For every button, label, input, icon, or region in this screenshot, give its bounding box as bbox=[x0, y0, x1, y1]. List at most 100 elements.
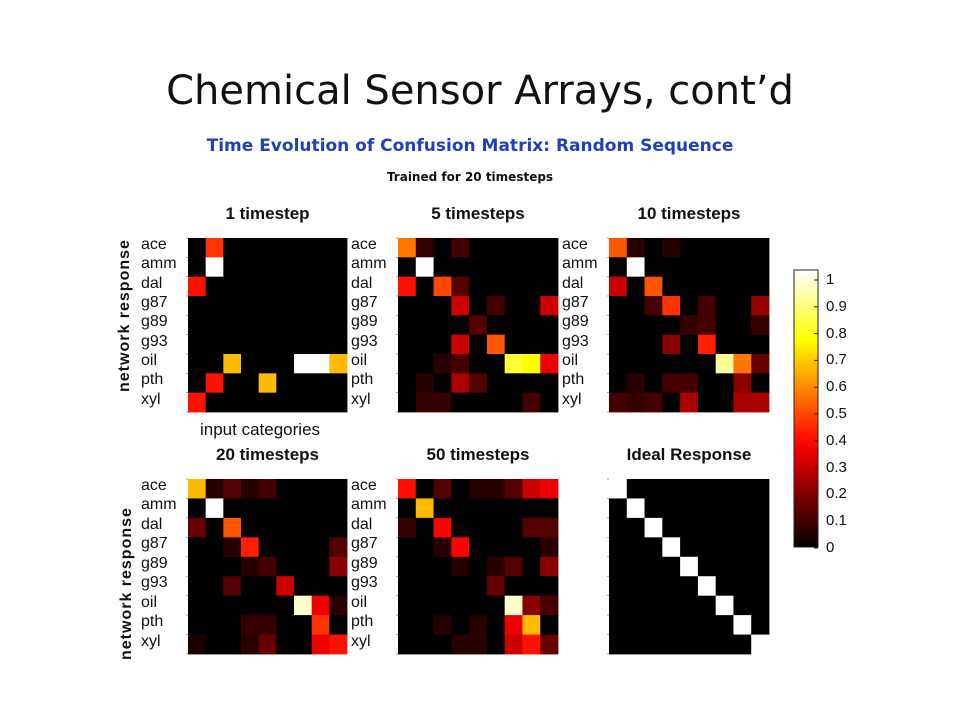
heatmap-cell bbox=[751, 556, 770, 577]
heatmap-cell bbox=[609, 334, 628, 355]
heatmap-cell bbox=[697, 479, 717, 499]
heatmap-cell bbox=[223, 392, 242, 413]
heatmap-cell bbox=[223, 595, 242, 616]
heatmap-cell bbox=[609, 556, 628, 577]
heatmap-cell bbox=[329, 634, 348, 655]
heatmap-cell bbox=[697, 595, 717, 616]
heatmap-cell bbox=[486, 556, 506, 577]
heatmap-cell bbox=[294, 257, 313, 278]
heatmap-cell bbox=[751, 334, 770, 355]
heatmap-cell bbox=[609, 373, 628, 394]
heatmap-cell bbox=[241, 479, 260, 499]
heatmap-cell bbox=[680, 334, 699, 355]
heatmap-cell bbox=[311, 537, 330, 558]
heatmap-cell bbox=[258, 595, 277, 616]
heatmap-cell bbox=[715, 537, 734, 558]
heatmap-cell bbox=[398, 392, 417, 413]
heatmap-cell bbox=[680, 479, 699, 499]
heatmap-cell bbox=[188, 373, 207, 394]
heatmap-cell bbox=[258, 615, 277, 635]
heatmap-cell bbox=[715, 615, 734, 635]
heatmap-cell bbox=[205, 354, 224, 374]
heatmap-cell bbox=[223, 537, 242, 558]
heatmap-cell bbox=[398, 315, 417, 336]
heatmap-cell bbox=[751, 595, 770, 616]
heatmap-cell bbox=[223, 354, 242, 374]
heatmap-cell bbox=[433, 576, 452, 597]
row-label: g93 bbox=[141, 574, 168, 592]
heatmap-cell bbox=[733, 537, 752, 558]
heatmap-cell bbox=[188, 354, 207, 374]
heatmap-1 bbox=[396, 237, 559, 413]
heatmap-cell bbox=[433, 498, 452, 519]
heatmap-cell bbox=[751, 238, 770, 258]
heatmap-cell bbox=[626, 576, 645, 597]
heatmap-cell bbox=[294, 615, 313, 635]
heatmap-cell bbox=[258, 479, 277, 499]
heatmap-cell bbox=[522, 498, 541, 519]
heatmap-cell bbox=[311, 334, 330, 355]
heatmap-cell bbox=[241, 556, 260, 577]
heatmap-cell bbox=[276, 479, 295, 499]
heatmap-cell bbox=[433, 517, 452, 538]
heatmap-cell bbox=[697, 634, 717, 655]
row-label: dal bbox=[141, 274, 163, 292]
heatmap-cell bbox=[540, 276, 559, 297]
heatmap-cell bbox=[697, 334, 717, 355]
heatmap-cell bbox=[276, 373, 295, 394]
heatmap-cell bbox=[626, 315, 645, 336]
heatmap-cell bbox=[626, 296, 645, 316]
heatmap-cell bbox=[294, 479, 313, 499]
heatmap-cell bbox=[329, 517, 348, 538]
heatmap-cell bbox=[223, 257, 242, 278]
heatmap-cell bbox=[504, 257, 523, 278]
heatmap-cell bbox=[662, 537, 681, 558]
colorbar-tick-label: 0.6 bbox=[826, 378, 847, 396]
heatmap-cell bbox=[241, 595, 260, 616]
heatmap-cell bbox=[294, 354, 313, 374]
heatmap-cell bbox=[415, 498, 434, 519]
heatmap-cell bbox=[223, 315, 242, 336]
heatmap-cell bbox=[258, 354, 277, 374]
heatmap-cell bbox=[626, 556, 645, 577]
heatmap-cell bbox=[522, 276, 541, 297]
heatmap-cell bbox=[504, 296, 523, 316]
heatmap-cell bbox=[415, 615, 434, 635]
row-label: amm bbox=[562, 255, 598, 273]
heatmap-cell bbox=[697, 392, 717, 413]
heatmap-cell bbox=[751, 498, 770, 519]
heatmap-cell bbox=[662, 373, 681, 394]
row-label: amm bbox=[351, 255, 387, 273]
heatmap-cell bbox=[241, 517, 260, 538]
heatmap-cell bbox=[398, 373, 417, 394]
heatmap-cell bbox=[504, 615, 523, 635]
heatmap-cell bbox=[258, 238, 277, 258]
heatmap-cell bbox=[522, 517, 541, 538]
heatmap-cell bbox=[644, 537, 663, 558]
heatmap-cell bbox=[644, 373, 663, 394]
row-label: g87 bbox=[562, 294, 589, 311]
heatmap-cell bbox=[205, 537, 224, 558]
heatmap-cell bbox=[241, 257, 260, 278]
heatmap-cell bbox=[662, 498, 681, 519]
heatmap-cell bbox=[522, 296, 541, 316]
heatmap-cell bbox=[697, 315, 717, 336]
heatmap-cell bbox=[733, 392, 752, 413]
heatmap-cell bbox=[680, 315, 699, 336]
heatmap-cell bbox=[433, 479, 452, 499]
row-label: xyl bbox=[141, 632, 161, 650]
heatmap-cell bbox=[415, 556, 434, 577]
heatmap-cell bbox=[433, 257, 452, 278]
colorbar-tick-label: 0.7 bbox=[826, 351, 847, 369]
heatmap-cell bbox=[697, 354, 717, 374]
heatmap-cell bbox=[294, 315, 313, 336]
heatmap-cell bbox=[662, 392, 681, 413]
heatmap-cell bbox=[697, 615, 717, 635]
heatmap-cell bbox=[398, 354, 417, 374]
heatmap-cell bbox=[644, 354, 663, 374]
row-label: amm bbox=[141, 255, 177, 273]
heatmap-cell bbox=[241, 615, 260, 635]
row-label: pth bbox=[141, 371, 164, 389]
heatmap-cell bbox=[398, 257, 417, 278]
heatmap-cell bbox=[733, 315, 752, 336]
